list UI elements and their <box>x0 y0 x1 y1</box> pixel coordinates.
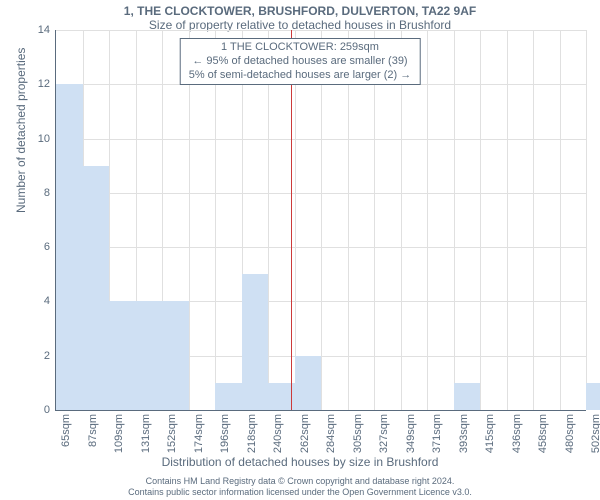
xtick: 131sqm <box>140 414 152 453</box>
gridline-v <box>268 30 269 410</box>
footer-line-1: Contains HM Land Registry data © Crown c… <box>0 476 600 487</box>
xtick: 458sqm <box>537 414 549 453</box>
ytick: 8 <box>44 187 50 199</box>
chart-title: 1, THE CLOCKTOWER, BRUSHFORD, DULVERTON,… <box>0 4 600 18</box>
histogram-bar <box>242 274 269 410</box>
xtick: 152sqm <box>166 414 178 453</box>
histogram-bar <box>162 301 189 410</box>
ytick: 2 <box>44 350 50 362</box>
xtick: 196sqm <box>219 414 231 453</box>
ytick: 10 <box>38 133 50 145</box>
gridline-v <box>295 30 296 410</box>
ytick: 4 <box>44 295 50 307</box>
annot-line-3: 5% of semi-detached houses are larger (2… <box>189 69 412 83</box>
plot-area: 0246810121465sqm87sqm109sqm131sqm152sqm1… <box>55 30 586 411</box>
x-axis-label: Distribution of detached houses by size … <box>0 455 600 469</box>
annotation-box: 1 THE CLOCKTOWER: 259sqm ← 95% of detach… <box>180 38 421 85</box>
xtick: 109sqm <box>113 414 125 453</box>
histogram-bar <box>215 383 242 410</box>
gridline-v <box>321 30 322 410</box>
xtick: 415sqm <box>484 414 496 453</box>
xtick: 327sqm <box>378 414 390 453</box>
gridline-v <box>586 30 587 410</box>
xtick: 393sqm <box>458 414 470 453</box>
gridline-v <box>215 30 216 410</box>
gridline-v <box>454 30 455 410</box>
gridline-v <box>480 30 481 410</box>
y-axis-label: Number of detached properties <box>14 48 28 213</box>
xtick: 480sqm <box>564 414 576 453</box>
reference-line <box>291 30 292 410</box>
xtick: 436sqm <box>511 414 523 453</box>
xtick: 262sqm <box>299 414 311 453</box>
gridline-v <box>560 30 561 410</box>
gridline-v <box>533 30 534 410</box>
ytick: 14 <box>38 24 50 36</box>
histogram-bar <box>136 301 163 410</box>
xtick: 174sqm <box>193 414 205 453</box>
annot-line-2: ← 95% of detached houses are smaller (39… <box>189 55 412 69</box>
xtick: 502sqm <box>590 414 600 453</box>
histogram-bar <box>295 356 322 410</box>
xtick: 87sqm <box>87 414 99 447</box>
xtick: 371sqm <box>431 414 443 453</box>
footer-text: Contains HM Land Registry data © Crown c… <box>0 476 600 498</box>
xtick: 218sqm <box>246 414 258 453</box>
footer-line-2: Contains public sector information licen… <box>0 487 600 498</box>
gridline-v <box>401 30 402 410</box>
histogram-bar <box>83 166 110 410</box>
gridline-v <box>189 30 190 410</box>
gridline-v <box>507 30 508 410</box>
ytick: 12 <box>38 78 50 90</box>
xtick: 305sqm <box>352 414 364 453</box>
histogram-bar <box>56 84 83 410</box>
xtick: 349sqm <box>405 414 417 453</box>
ytick: 6 <box>44 241 50 253</box>
annot-line-1: 1 THE CLOCKTOWER: 259sqm <box>189 41 412 55</box>
gridline-v <box>427 30 428 410</box>
histogram-bar <box>454 383 481 410</box>
xtick: 65sqm <box>60 414 72 447</box>
gridline-v <box>348 30 349 410</box>
ytick: 0 <box>44 404 50 416</box>
histogram-bar <box>109 301 136 410</box>
xtick: 240sqm <box>272 414 284 453</box>
histogram-bar <box>586 383 600 410</box>
xtick: 284sqm <box>325 414 337 453</box>
gridline-v <box>374 30 375 410</box>
